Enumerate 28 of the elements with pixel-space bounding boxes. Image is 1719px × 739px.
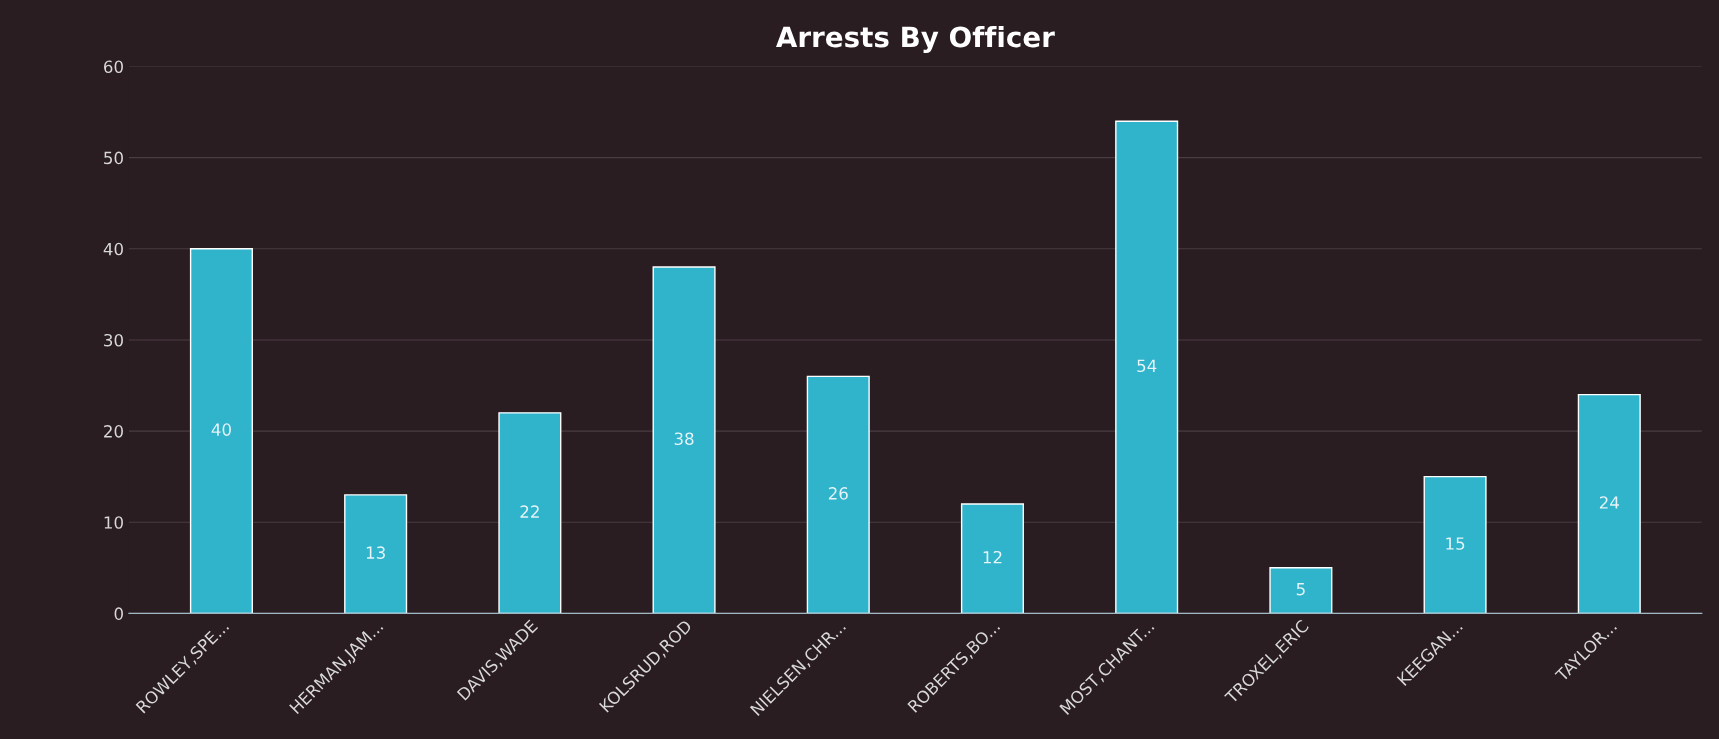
data-label: 22 (520, 505, 539, 518)
data-label: 38 (674, 432, 694, 446)
data-label: 26 (828, 487, 848, 500)
bar (1269, 567, 1333, 614)
bar (960, 503, 1025, 614)
data-label: 54 (1137, 359, 1157, 373)
data-label: 12 (983, 550, 1002, 564)
y-tick-label: 20 (104, 425, 123, 438)
chart-title: Arrests By Officer (776, 25, 1055, 54)
y-tick-label: 30 (104, 333, 123, 347)
bar (1577, 393, 1641, 614)
y-tick-label: 40 (103, 242, 123, 256)
y-tick-label: 10 (104, 516, 123, 529)
y-tick-label: 60 (104, 60, 123, 74)
bar (498, 412, 562, 614)
y-tick-label: 50 (104, 151, 123, 165)
bar (1115, 120, 1179, 614)
bar (806, 375, 870, 614)
bar (1423, 475, 1487, 614)
data-label: 15 (1446, 537, 1465, 550)
bar (189, 248, 253, 614)
data-label: 40 (211, 423, 231, 436)
data-label: 13 (366, 546, 385, 559)
data-label: 5 (1296, 583, 1305, 596)
y-tick-label: 0 (114, 607, 123, 620)
data-label: 24 (1599, 496, 1619, 509)
bar (344, 494, 408, 614)
bar (652, 266, 716, 614)
